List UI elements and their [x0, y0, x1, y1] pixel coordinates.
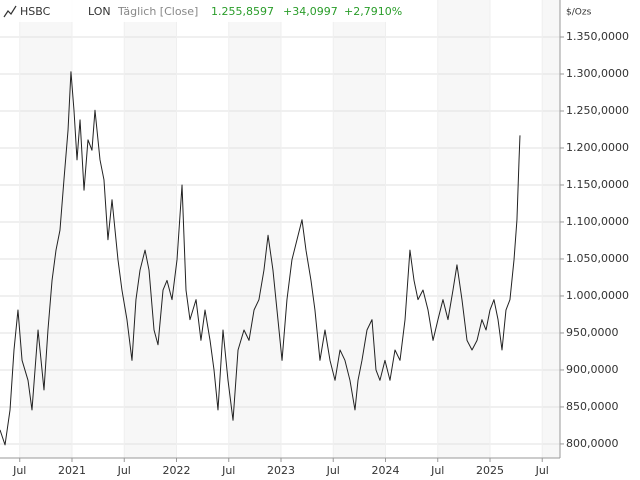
background-band — [280, 0, 334, 458]
x-tick-label: 2023 — [267, 464, 295, 477]
x-tick-label: Jul — [221, 464, 235, 477]
y-tick-label: 1.250,0000 — [566, 104, 629, 117]
chart-icon[interactable] — [3, 5, 17, 18]
symbol: HSBC — [20, 5, 51, 18]
grid — [0, 0, 560, 458]
change-percent: +2,7910% — [344, 5, 402, 18]
y-tick-label: 900,0000 — [566, 363, 619, 376]
y-tick-label: 950,0000 — [566, 326, 619, 339]
y-tick-label: 800,0000 — [566, 437, 619, 450]
last-price: 1.255,8597 — [211, 5, 274, 18]
y-tick-label: 1.100,0000 — [566, 215, 629, 228]
y-tick-label: 1.000,0000 — [566, 289, 629, 302]
x-tick-label: Jul — [326, 464, 340, 477]
x-tick-label: 2024 — [371, 464, 399, 477]
exchange: LON — [88, 5, 111, 18]
background-band — [124, 0, 177, 458]
y-tick-label: 1.350,0000 — [566, 30, 629, 43]
y-tick-label: 1.050,0000 — [566, 252, 629, 265]
background-band — [228, 0, 281, 458]
interval[interactable]: Täglich [Close] — [117, 5, 198, 18]
plot — [0, 71, 521, 446]
background-bands — [0, 0, 560, 458]
background-band — [542, 0, 560, 458]
x-tick-label: 2022 — [162, 464, 190, 477]
x-tick-label: Jul — [430, 464, 444, 477]
background-band — [437, 0, 490, 458]
background-band — [176, 0, 229, 458]
y-tick-label: 1.300,0000 — [566, 67, 629, 80]
y-tick-label: 1.150,0000 — [566, 178, 629, 191]
background-band — [385, 0, 438, 458]
y-tick-label: 850,0000 — [566, 400, 619, 413]
x-tick-label: Jul — [12, 464, 26, 477]
background-band — [0, 0, 20, 458]
header-background — [0, 0, 410, 22]
change: +34,0997 — [283, 5, 338, 18]
background-band — [71, 0, 125, 458]
background-band — [19, 0, 72, 458]
y-axis-label: $/Ozs — [566, 8, 592, 18]
x-tick-label: Jul — [117, 464, 131, 477]
y-tick-label: 1.200,0000 — [566, 141, 629, 154]
background-band — [333, 0, 386, 458]
x-tick-label: 2025 — [476, 464, 504, 477]
price-line — [0, 71, 521, 446]
x-tick-label: Jul — [535, 464, 549, 477]
ticks: 800,0000 850,0000 900,0000 950,0000 1.000,00… — [12, 30, 629, 477]
x-tick-label: 2021 — [58, 464, 86, 477]
